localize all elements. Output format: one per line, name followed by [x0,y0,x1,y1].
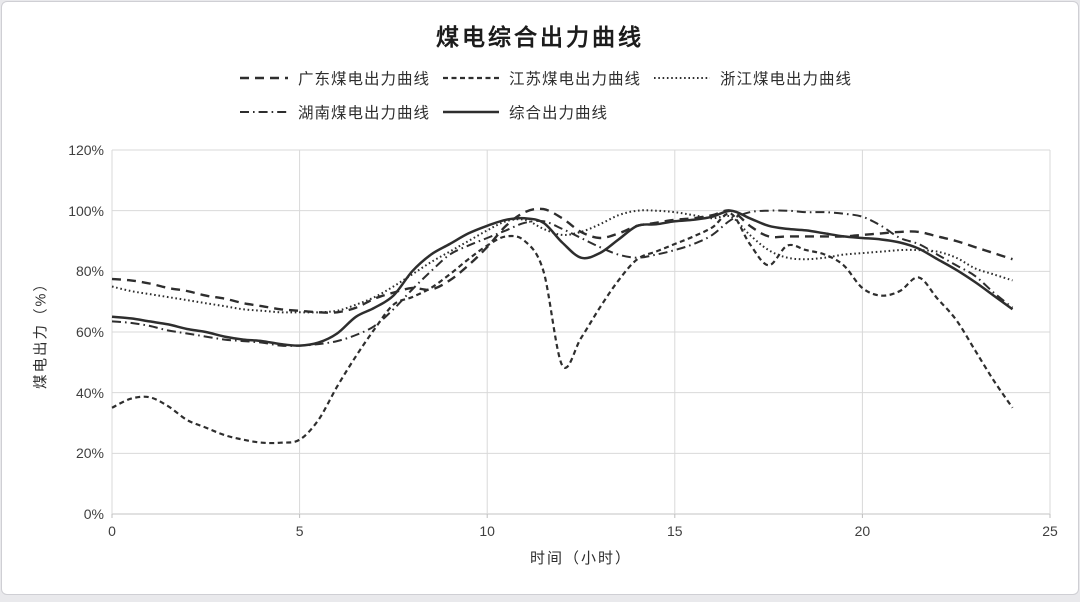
y-tick-label: 60% [75,324,104,340]
series-line-zhejiang [111,209,1013,314]
y-tick-label: 20% [75,445,104,462]
legend-marker-short-dash-icon [443,76,500,80]
series-line-combined [111,209,1014,347]
series-line-hunan [111,209,1014,347]
y-tick-label: 80% [75,263,104,280]
legend-marker-long-dash-icon [240,76,288,80]
x-tick-label: 25 [1042,523,1058,539]
x-tick-label: 20 [854,523,871,539]
chart-title: 煤电综合出力曲线 [436,25,644,50]
x-tick-label: 5 [295,523,304,539]
legend-item-combined: 综合出力曲线 [442,101,608,123]
legend-marker-dotted-icon [654,77,711,79]
legend-item-zhejiang: 浙江煤电出力曲线 [653,67,852,89]
y-tick-label: 40% [75,384,104,401]
series-line-jiangsu [111,212,1014,445]
legend-label-zhejiang: 浙江煤电出力曲线 [720,71,853,88]
x-tick-label: 0 [108,523,116,539]
legend-label-jiangsu: 江苏煤电出力曲线 [509,71,642,88]
legend-item-guangdong: 广东煤电出力曲线 [239,67,430,89]
y-tick-label: 0% [83,506,104,522]
y-axis-title: 煤电出力（%） [33,275,50,389]
y-tick-label: 100% [68,202,104,219]
legend-marker-solid-icon [443,110,500,114]
x-tick-label: 15 [667,523,683,539]
series-line-guangdong [111,207,1013,314]
legend-item-hunan: 湖南煤电出力曲线 [239,101,430,123]
x-tick-label: 10 [479,523,495,539]
legend-label-hunan: 湖南煤电出力曲线 [298,105,431,122]
series-lines [111,207,1014,445]
y-tick-label: 120% [68,142,104,158]
legend-label-guangdong: 广东煤电出力曲线 [298,71,431,88]
grid-lines [111,149,1051,518]
legend-row-2: 湖南煤电出力曲线 综合出力曲线 [239,102,864,122]
x-axis-title: 时间（小时） [529,550,633,567]
legend: 广东煤电出力曲线 江苏煤电出力曲线 浙江煤电出力曲线 湖南煤电出力曲线 [239,68,864,136]
legend-row-1: 广东煤电出力曲线 江苏煤电出力曲线 浙江煤电出力曲线 [239,68,864,88]
legend-label-combined: 综合出力曲线 [509,105,609,122]
legend-marker-dash-dot-icon [240,111,288,113]
legend-item-jiangsu: 江苏煤电出力曲线 [442,67,641,89]
